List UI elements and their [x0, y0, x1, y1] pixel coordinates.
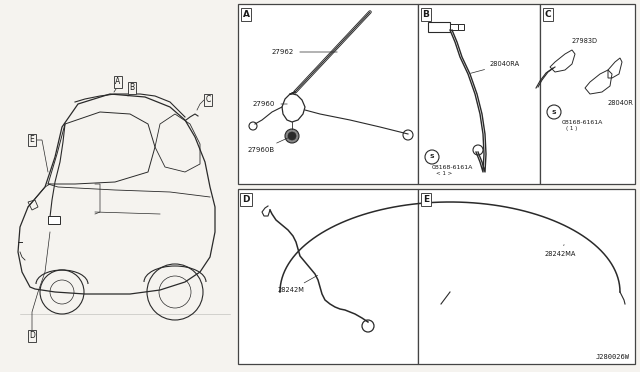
Circle shape — [288, 132, 296, 140]
Polygon shape — [282, 92, 305, 122]
Text: 27983D: 27983D — [572, 38, 598, 44]
Text: D: D — [29, 331, 35, 340]
Bar — [418, 4, 540, 184]
Text: C: C — [545, 10, 551, 19]
Bar — [0, 0, 237, 372]
Text: A: A — [243, 10, 250, 19]
Text: 27962: 27962 — [272, 49, 337, 55]
Bar — [428, 22, 450, 32]
Text: E: E — [29, 135, 35, 144]
Text: < 1 >: < 1 > — [436, 171, 452, 176]
Text: 08168-6161A: 08168-6161A — [432, 165, 474, 170]
Text: C: C — [205, 96, 211, 105]
Bar — [48, 216, 60, 224]
Text: J280026W: J280026W — [596, 354, 630, 360]
Text: 28040RA: 28040RA — [470, 61, 520, 73]
Text: 08168-6161A: 08168-6161A — [562, 120, 604, 125]
Text: 28242MA: 28242MA — [545, 245, 577, 257]
Text: 28242M: 28242M — [278, 275, 317, 293]
Text: B: B — [422, 10, 429, 19]
Text: A: A — [115, 77, 120, 87]
Bar — [418, 189, 635, 364]
Text: B: B — [129, 83, 134, 93]
Bar — [238, 4, 418, 184]
Text: E: E — [423, 195, 429, 204]
Text: 27960: 27960 — [253, 101, 287, 107]
Text: 27960B: 27960B — [248, 137, 289, 153]
Bar — [238, 189, 418, 364]
Text: 28040R: 28040R — [608, 100, 634, 106]
Text: S: S — [552, 109, 556, 115]
Bar — [458, 24, 464, 30]
Text: S: S — [429, 154, 435, 160]
Bar — [450, 24, 458, 30]
Text: D: D — [243, 195, 250, 204]
Bar — [540, 4, 635, 184]
Circle shape — [285, 129, 299, 143]
Text: ( 1 ): ( 1 ) — [566, 126, 577, 131]
